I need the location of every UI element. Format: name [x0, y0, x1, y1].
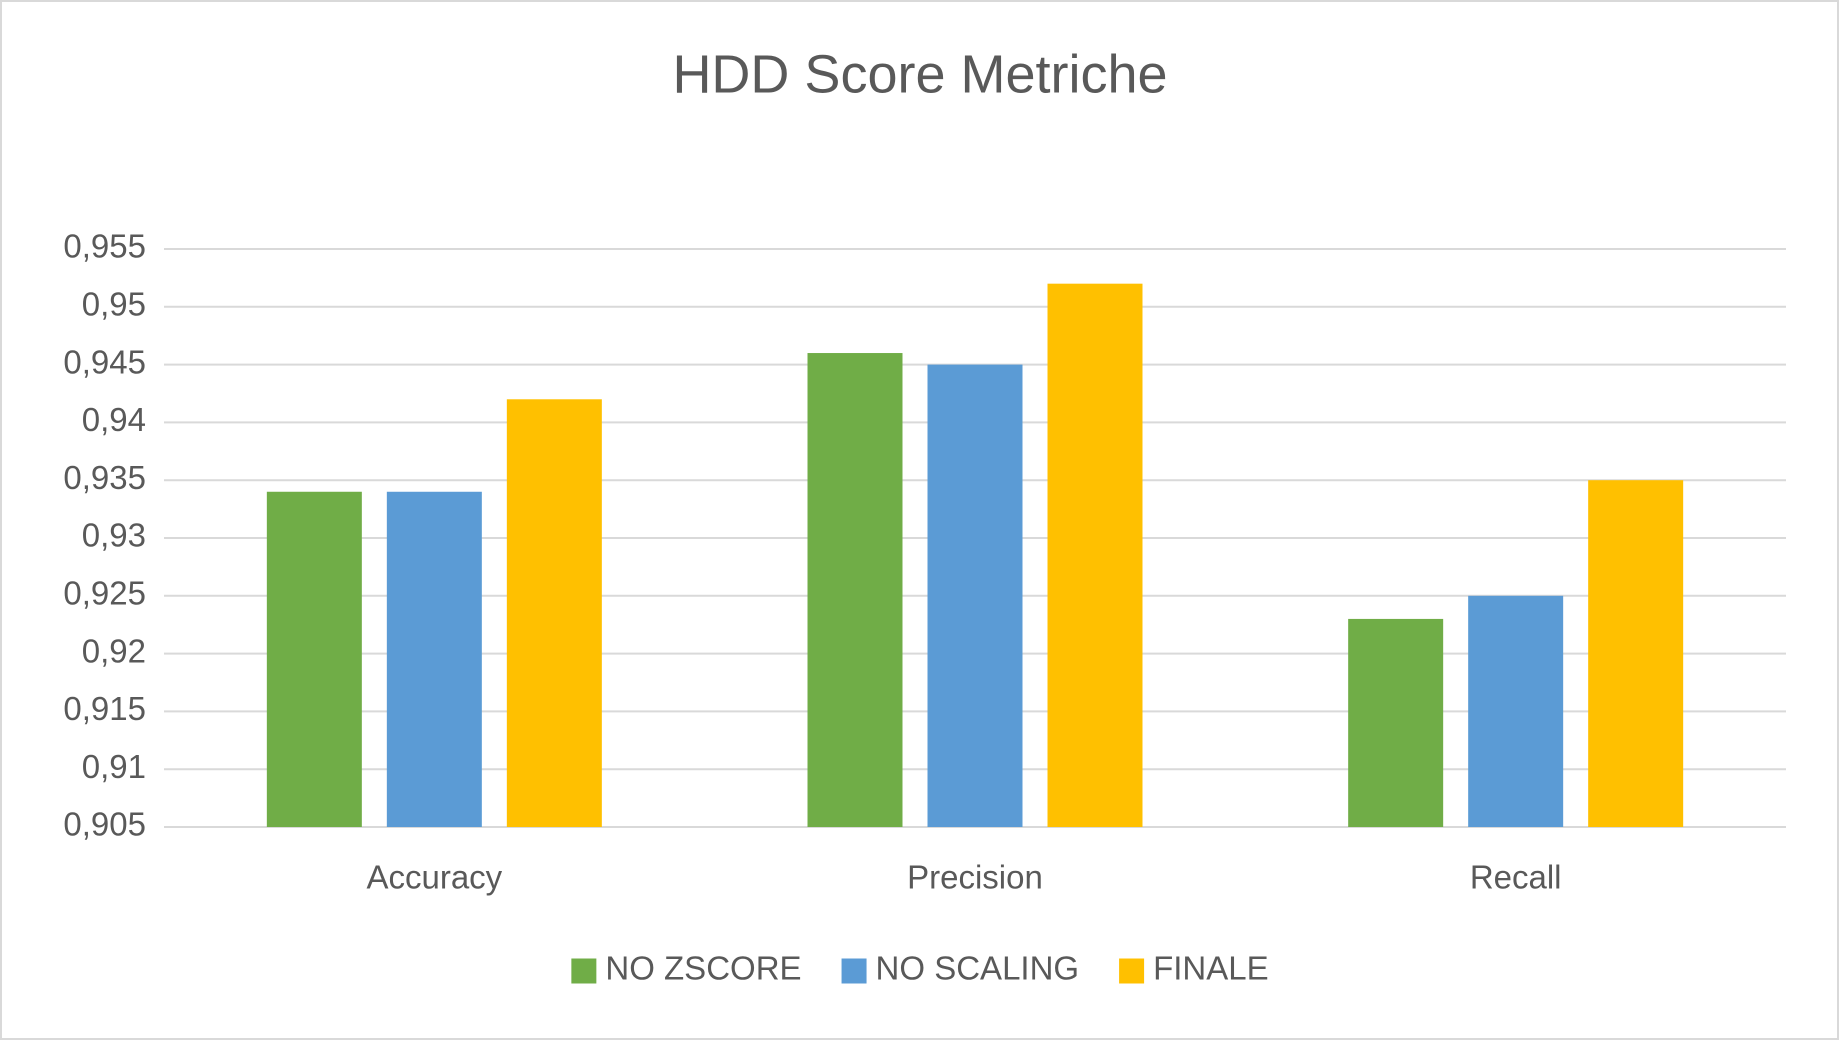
bar	[927, 364, 1023, 827]
legend-swatch	[1119, 958, 1145, 984]
legend-label: FINALE	[1153, 950, 1269, 987]
legend-label: NO ZSCORE	[605, 950, 801, 987]
x-tick-label: Precision	[907, 859, 1043, 896]
y-tick-label: 0,92	[82, 632, 146, 669]
y-tick-label: 0,935	[63, 459, 146, 496]
x-tick-label: Accuracy	[366, 859, 502, 896]
y-tick-label: 0,915	[63, 690, 146, 727]
bar	[1468, 595, 1564, 827]
bar	[266, 491, 362, 827]
y-tick-label: 0,93	[82, 517, 146, 554]
y-tick-label: 0,945	[63, 343, 146, 380]
bar	[807, 353, 903, 827]
y-tick-label: 0,905	[63, 806, 146, 843]
y-tick-label: 0,91	[82, 748, 146, 785]
bar	[386, 491, 482, 827]
chart-title: HDD Score Metriche	[672, 44, 1167, 104]
y-tick-label: 0,94	[82, 401, 146, 438]
bar	[1348, 618, 1444, 827]
y-tick-label: 0,95	[82, 286, 146, 323]
bar	[1588, 480, 1684, 827]
bar	[506, 399, 602, 827]
bar	[1047, 283, 1143, 827]
y-tick-label: 0,925	[63, 575, 146, 612]
x-tick-label: Recall	[1470, 859, 1562, 896]
legend-label: NO SCALING	[876, 950, 1080, 987]
legend-swatch	[841, 958, 867, 984]
y-tick-label: 0,955	[63, 228, 146, 265]
legend-swatch	[571, 958, 597, 984]
